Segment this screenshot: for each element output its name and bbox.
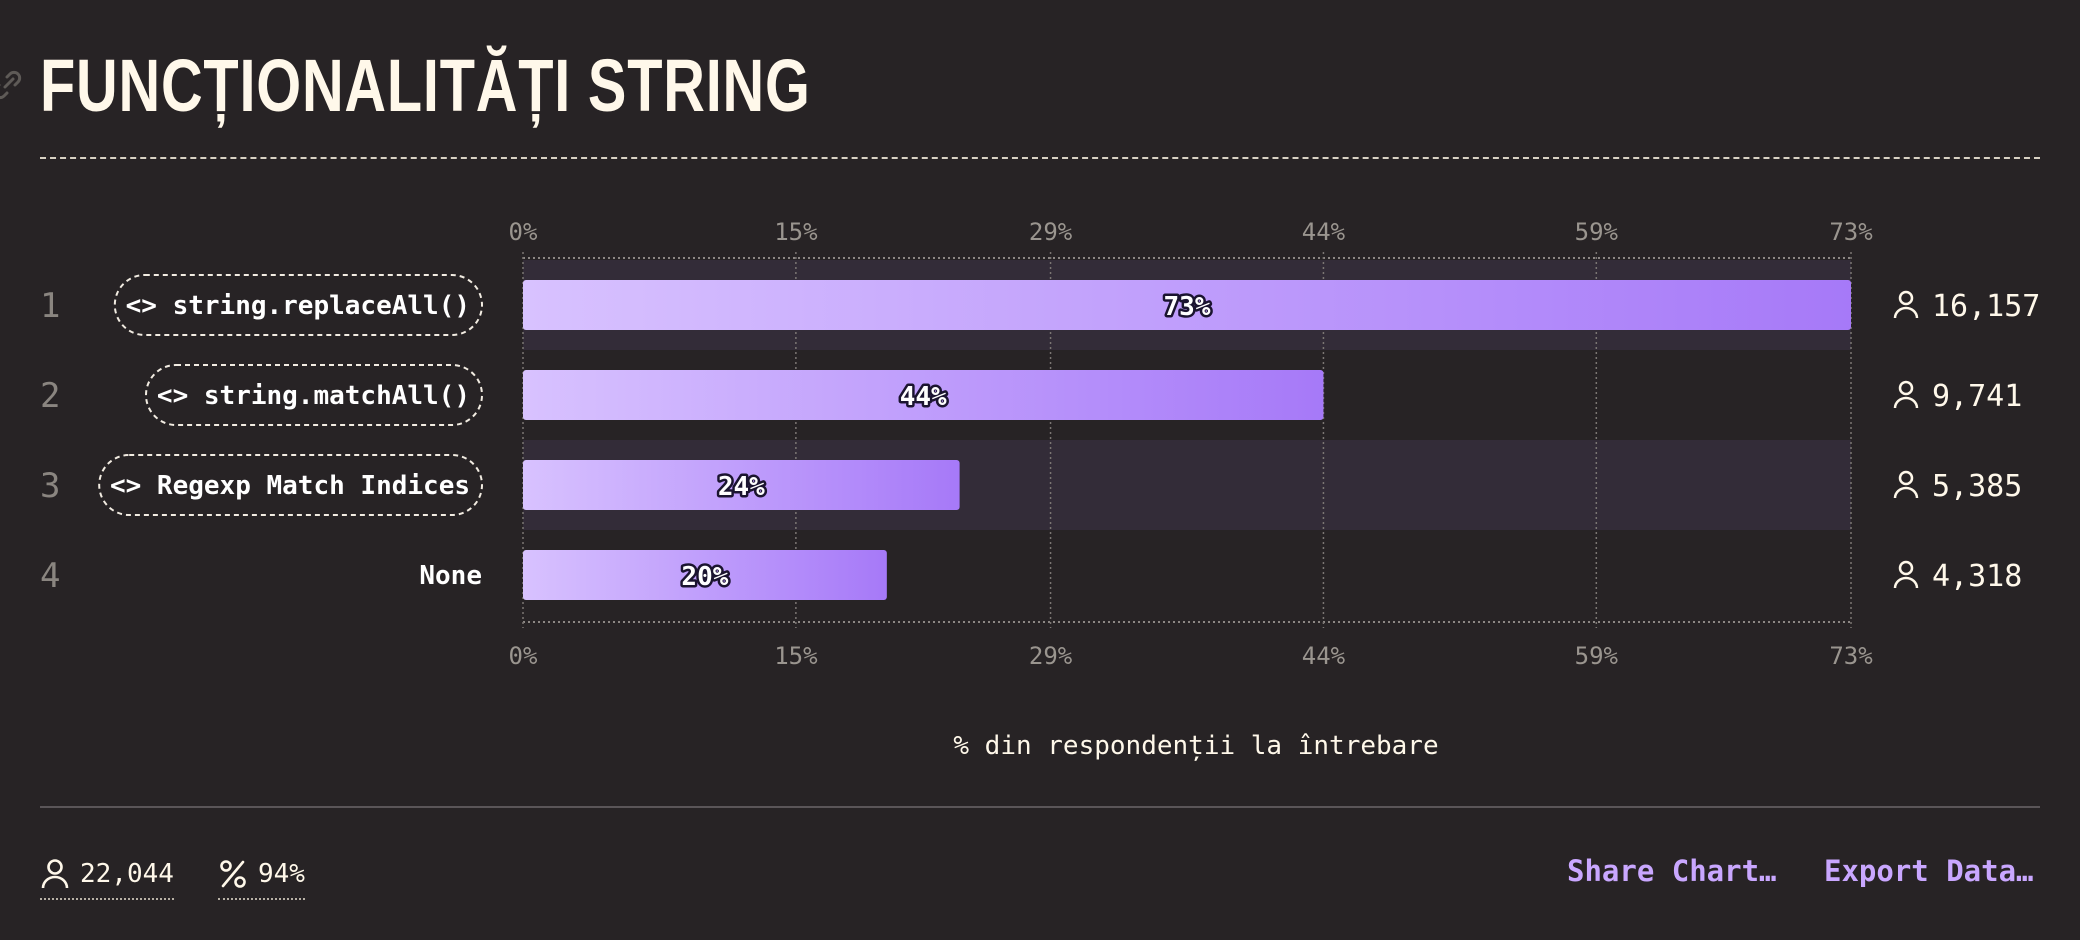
- respondent-count: 4,318: [1932, 559, 2022, 594]
- bar-value-label: 24%: [718, 472, 765, 502]
- share-chart-button[interactable]: Share Chart…: [1567, 854, 1777, 888]
- title-divider: [40, 157, 2040, 159]
- respondent-count: 16,157: [1932, 289, 2040, 324]
- x-tick-label-top: 29%: [1029, 218, 1073, 246]
- x-tick-label-top: 15%: [774, 218, 818, 246]
- bar[interactable]: [523, 370, 1324, 420]
- page-title: FUNCȚIONALITĂȚI STRING: [40, 44, 811, 127]
- bar[interactable]: [523, 460, 960, 510]
- feature-pill[interactable]: [98, 454, 483, 516]
- rank-number: 4: [40, 556, 60, 596]
- percentage-stat[interactable]: 94%: [218, 852, 305, 900]
- category-label: None: [419, 561, 482, 591]
- rank-number: 2: [40, 376, 60, 416]
- respondents-stat[interactable]: 22,044: [40, 852, 174, 900]
- bar[interactable]: [523, 280, 1851, 330]
- category-label: <> string.matchAll(): [157, 381, 470, 411]
- x-tick-label-bottom: 44%: [1302, 642, 1346, 670]
- feature-pill[interactable]: [145, 364, 483, 426]
- respondent-count: 9,741: [1932, 379, 2022, 414]
- user-icon: [1893, 560, 1919, 589]
- x-tick-label-top: 0%: [509, 218, 538, 246]
- x-tick-label-bottom: 0%: [509, 642, 538, 670]
- user-icon: [1893, 470, 1919, 499]
- x-tick-label-bottom: 15%: [774, 642, 818, 670]
- category-label: <> string.replaceAll(): [126, 291, 470, 321]
- user-icon: [1893, 290, 1919, 319]
- user-icon: [41, 859, 69, 889]
- bar[interactable]: [523, 550, 887, 600]
- rank-number: 1: [40, 286, 60, 326]
- percentage-value: 94%: [258, 859, 305, 889]
- x-tick-label-top: 59%: [1575, 218, 1619, 246]
- bar-value-label: 73%: [1164, 292, 1211, 322]
- respondents-count: 22,044: [80, 859, 174, 889]
- x-tick-label-top: 73%: [1829, 218, 1873, 246]
- category-label: <> Regexp Match Indices: [110, 471, 470, 501]
- bar-chart: 0% 0% 15% 15% 29% 29% 44% 44% 59% 59% 73% 73% 73% 1 <>…: [40, 218, 2040, 761]
- link-icon[interactable]: [0, 70, 22, 100]
- x-axis-title: % din respondenții la întrebare: [953, 731, 1438, 761]
- x-tick-label-bottom: 59%: [1575, 642, 1619, 670]
- bar-value-label: 44%: [900, 382, 947, 412]
- percent-icon: [220, 860, 246, 888]
- respondent-count: 5,385: [1932, 469, 2022, 504]
- x-tick-label-top: 44%: [1302, 218, 1346, 246]
- feature-pill[interactable]: [113, 274, 484, 336]
- footer-divider: [40, 806, 2040, 808]
- export-data-button[interactable]: Export Data…: [1824, 854, 2034, 888]
- x-tick-label-bottom: 29%: [1029, 642, 1073, 670]
- bar-value-label: 20%: [681, 562, 728, 592]
- rank-number: 3: [40, 466, 60, 506]
- user-icon: [1893, 380, 1919, 409]
- x-tick-label-bottom: 73%: [1829, 642, 1873, 670]
